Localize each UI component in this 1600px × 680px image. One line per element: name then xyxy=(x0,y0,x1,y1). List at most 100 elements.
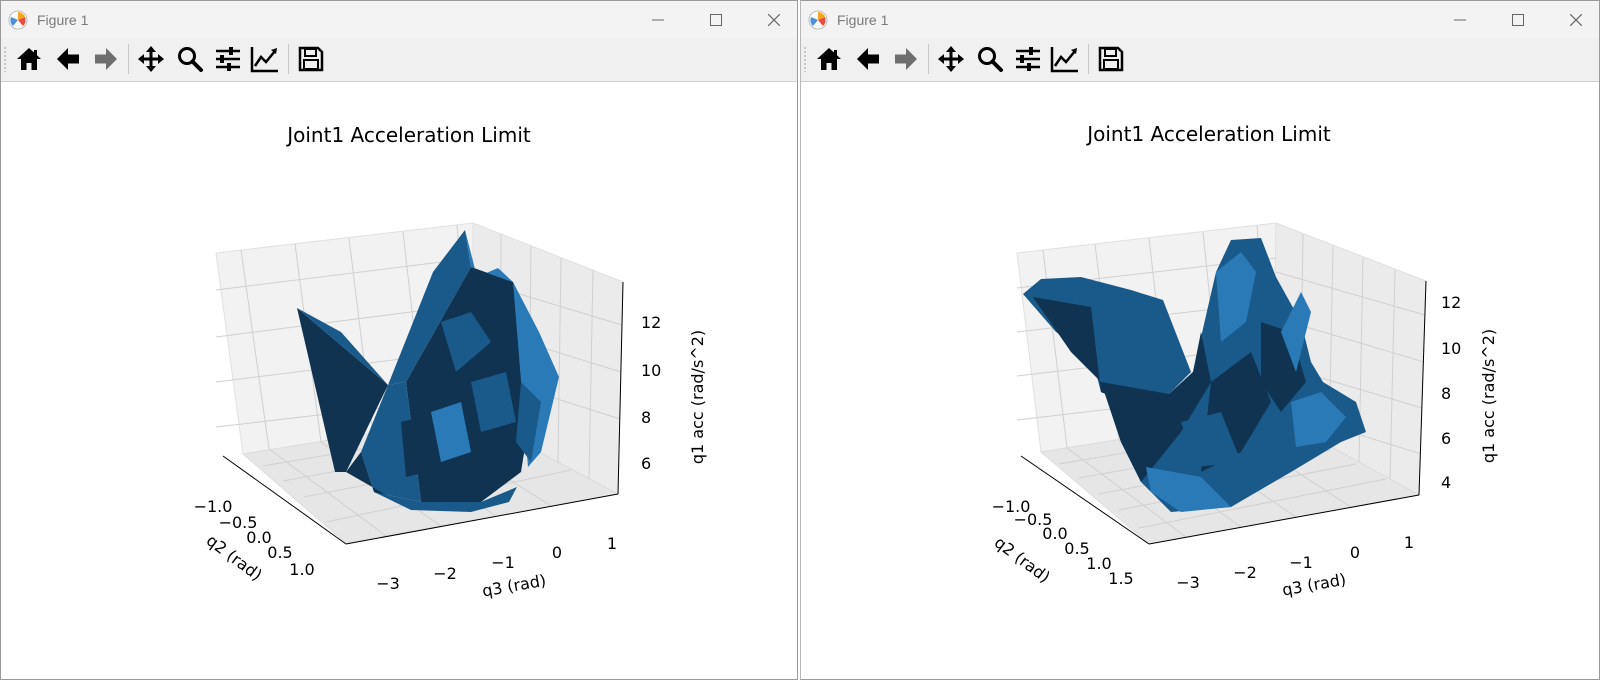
zoom-button[interactable] xyxy=(173,43,207,75)
pan-icon xyxy=(138,46,164,72)
z-axis-line xyxy=(617,281,624,495)
configure-subplots-button[interactable] xyxy=(1011,43,1045,75)
save-button[interactable] xyxy=(294,43,328,75)
surface-plot xyxy=(1023,238,1366,512)
edit-axis-icon xyxy=(1050,47,1078,73)
x-axis-label: q3 (rad) xyxy=(481,571,548,601)
toolbar-separator xyxy=(1088,44,1089,74)
minimize-button[interactable] xyxy=(1437,1,1483,38)
surface-plot xyxy=(297,230,559,512)
save-icon xyxy=(1098,46,1124,72)
pan-icon xyxy=(938,46,964,72)
y-tick-label: 0.5 xyxy=(267,543,292,562)
z-tick-label: 12 xyxy=(641,313,661,332)
z-axis-label: q1 acc (rad/s^2) xyxy=(688,330,707,464)
configure-subplots-icon xyxy=(216,47,240,71)
z-tick-label: 8 xyxy=(1441,384,1451,403)
x-tick-labels: −3 −2 −1 0 1 xyxy=(376,534,617,593)
home-icon xyxy=(817,48,841,70)
z-tick-label: 12 xyxy=(1441,293,1461,312)
edit-axis-button[interactable] xyxy=(248,43,282,75)
close-button[interactable] xyxy=(751,1,797,38)
plot-title: Joint1 Acceleration Limit xyxy=(285,123,531,147)
save-icon xyxy=(298,46,324,72)
x-tick-label: 1 xyxy=(607,534,617,553)
pan-button[interactable] xyxy=(934,43,968,75)
z-tick-label: 6 xyxy=(1441,429,1451,448)
figure-window-1: Figure 1 xyxy=(0,0,798,680)
forward-arrow-icon xyxy=(895,48,917,70)
x-tick-label: 0 xyxy=(1350,543,1360,562)
minimize-button[interactable] xyxy=(635,1,681,38)
configure-subplots-button[interactable] xyxy=(211,43,245,75)
forward-button[interactable] xyxy=(889,43,923,75)
z-tick-label: 8 xyxy=(641,408,651,427)
x-tick-label: −1 xyxy=(1289,553,1313,572)
title-bar[interactable]: Figure 1 xyxy=(801,1,1599,38)
forward-button[interactable] xyxy=(89,43,123,75)
y-tick-label: −0.5 xyxy=(1014,510,1053,529)
navigation-toolbar xyxy=(1,38,797,82)
toolbar-separator xyxy=(928,44,929,74)
configure-subplots-icon xyxy=(1016,47,1040,71)
y-tick-label: 1.0 xyxy=(289,560,314,579)
y-tick-label: 0.0 xyxy=(246,528,271,547)
z-tick-label: 4 xyxy=(1441,473,1451,492)
back-button[interactable] xyxy=(851,43,885,75)
plot-title: Joint1 Acceleration Limit xyxy=(1085,122,1331,146)
zoom-button[interactable] xyxy=(973,43,1007,75)
z-tick-label: 10 xyxy=(641,361,661,380)
z-axis-label: q1 acc (rad/s^2) xyxy=(1479,329,1498,463)
close-icon xyxy=(768,13,780,26)
edit-axis-icon xyxy=(250,47,278,73)
y-tick-labels: −1.0 −0.5 0.0 0.5 1.0 xyxy=(194,497,315,579)
home-button[interactable] xyxy=(12,43,46,75)
back-button[interactable] xyxy=(51,43,85,75)
y-tick-label: 1.5 xyxy=(1108,569,1133,588)
plot-canvas[interactable]: Joint1 Acceleration Limit xyxy=(1,82,798,680)
x-axis-line xyxy=(1148,494,1420,545)
z-tick-label: 10 xyxy=(1441,339,1461,358)
y-tick-label: −1.0 xyxy=(194,497,233,516)
x-tick-label: 0 xyxy=(552,543,562,562)
z-tick-labels: 4 6 8 10 12 xyxy=(1441,293,1461,492)
matplotlib-app-icon xyxy=(808,10,828,29)
maximize-icon xyxy=(710,13,722,26)
pan-button[interactable] xyxy=(134,43,168,75)
forward-arrow-icon xyxy=(95,48,117,70)
window-title: Figure 1 xyxy=(837,11,889,28)
y-tick-labels: −1.0 −0.5 0.0 0.5 1.0 1.5 xyxy=(992,497,1134,588)
x-tick-label: 1 xyxy=(1404,533,1414,552)
maximize-button[interactable] xyxy=(1495,1,1541,38)
x-tick-label: −2 xyxy=(433,564,457,583)
z-axis-line xyxy=(1418,280,1427,496)
back-arrow-icon xyxy=(57,48,79,70)
minimize-icon xyxy=(652,19,664,20)
maximize-icon xyxy=(1512,13,1524,26)
home-button[interactable] xyxy=(812,43,846,75)
title-bar[interactable]: Figure 1 xyxy=(1,1,797,38)
toolbar-grip[interactable] xyxy=(804,46,806,72)
matplotlib-app-icon xyxy=(8,10,28,29)
y-tick-label: −0.5 xyxy=(219,513,258,532)
y-axis-line xyxy=(222,455,347,545)
edit-axis-button[interactable] xyxy=(1048,43,1082,75)
navigation-toolbar xyxy=(801,38,1599,82)
close-button[interactable] xyxy=(1553,1,1599,38)
y-tick-label: 1.0 xyxy=(1086,554,1111,573)
save-button[interactable] xyxy=(1094,43,1128,75)
plot-canvas[interactable]: Joint1 Acceleration Limit xyxy=(801,82,1599,680)
x-tick-labels: −3 −2 −1 0 1 xyxy=(1176,533,1414,592)
zoom-icon xyxy=(178,47,203,72)
y-tick-label: −1.0 xyxy=(992,497,1031,516)
x-tick-label: −2 xyxy=(1233,563,1257,582)
maximize-button[interactable] xyxy=(693,1,739,38)
toolbar-separator xyxy=(288,44,289,74)
z-tick-label: 6 xyxy=(641,454,651,473)
x-axis-label: q3 (rad) xyxy=(1281,570,1348,600)
close-icon xyxy=(1570,13,1582,26)
x-axis-line xyxy=(345,493,619,545)
x-tick-label: −1 xyxy=(491,553,515,572)
toolbar-grip[interactable] xyxy=(4,46,6,72)
minimize-icon xyxy=(1454,19,1466,20)
